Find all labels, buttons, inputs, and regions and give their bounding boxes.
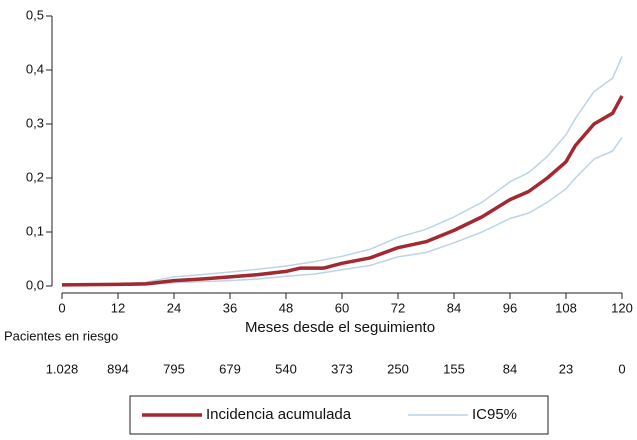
risk-count: 155: [443, 361, 465, 376]
risk-count: 894: [107, 361, 129, 376]
y-tick-label: 0,2: [26, 169, 44, 184]
x-tick-label: 36: [223, 300, 237, 315]
risk-count: 540: [275, 361, 297, 376]
x-tick-label: 84: [447, 300, 461, 315]
y-tick-label: 0,1: [26, 223, 44, 238]
y-tick-label: 0,3: [26, 115, 44, 130]
ci-line: [61, 137, 623, 287]
x-tick-label: 24: [167, 300, 181, 315]
x-tick-label: 108: [555, 300, 577, 315]
risk-count: 84: [503, 361, 517, 376]
y-tick-label: 0,4: [26, 61, 44, 76]
x-axis-label: Meses desde el seguimiento: [245, 319, 435, 336]
x-tick-label: 48: [279, 300, 293, 315]
y-tick-label: 0,0: [26, 277, 44, 292]
x-tick-label: 120: [611, 300, 633, 315]
risk-count: 0: [618, 361, 625, 376]
x-tick-label: 72: [391, 300, 405, 315]
x-tick-label: 60: [335, 300, 349, 315]
x-tick-label: 0: [58, 300, 65, 315]
ci-line: [61, 56, 623, 286]
risk-count: 23: [559, 361, 573, 376]
x-tick-label: 12: [111, 300, 125, 315]
risk-count: 250: [387, 361, 409, 376]
incidence-line: [61, 95, 624, 287]
legend: [129, 395, 549, 435]
risk-count: 1.028: [46, 361, 79, 376]
y-tick-label: 0,5: [26, 7, 44, 22]
risk-count: 679: [219, 361, 241, 376]
risk-table-title: Pacientes en riesgo: [4, 328, 118, 343]
risk-count: 795: [163, 361, 185, 376]
x-tick-label: 96: [503, 300, 517, 315]
legend-label: IC95%: [472, 406, 517, 423]
legend-label: Incidencia acumulada: [206, 406, 352, 423]
risk-count: 373: [331, 361, 353, 376]
